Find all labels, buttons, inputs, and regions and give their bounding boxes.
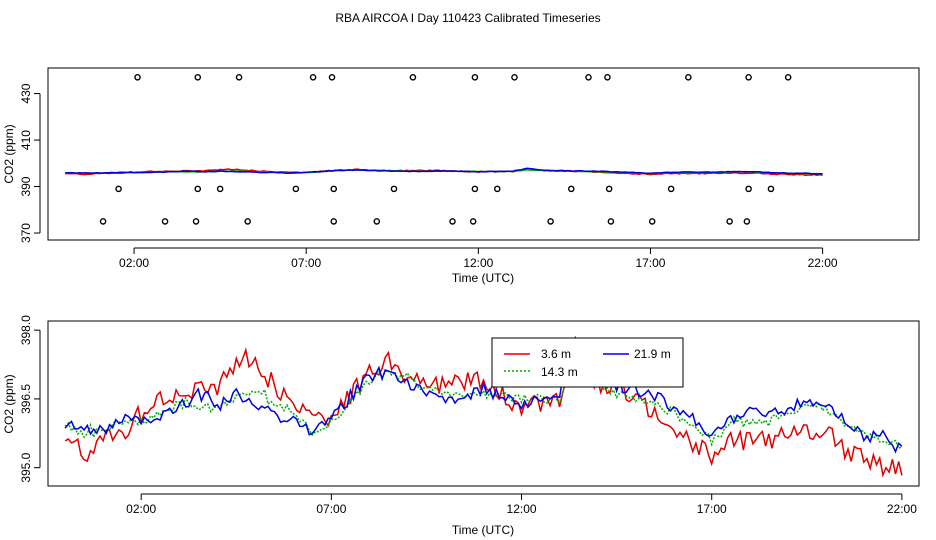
outlier-point — [134, 73, 141, 81]
top-panel: 02:00 07:00 12:00 17:00 22:00 370 390 410 430 T… — [2, 67, 920, 285]
legend: 3.6 m 14.3 m 21.9 m — [491, 337, 684, 388]
outlier-point — [471, 185, 479, 193]
legend-box — [491, 337, 684, 388]
bottom-x-axis-label: Time (UTC) — [452, 523, 514, 537]
outlier-point — [567, 185, 575, 193]
top-series-line-21.9m — [65, 167, 823, 175]
outlier-point — [607, 218, 615, 225]
top-y-axis-label: CO2 (ppm) — [2, 124, 16, 183]
outlier-point — [309, 73, 317, 81]
outlier-point — [244, 218, 251, 225]
outlier-point — [390, 185, 398, 193]
top-x-tick-label: 02:00 — [119, 256, 149, 270]
outlier-point — [547, 218, 554, 225]
top-x-axis: 02:00 07:00 12:00 17:00 22:00 — [119, 247, 838, 270]
outlier-point — [194, 73, 202, 81]
top-y-tick-label: 410 — [19, 130, 33, 150]
outlier-point — [605, 185, 613, 193]
bottom-x-tick-label: 12:00 — [507, 502, 537, 516]
outlier-point — [99, 218, 107, 225]
top-y-tick-label: 430 — [19, 83, 33, 103]
outlier-point — [409, 73, 417, 81]
bottom-x-tick-label: 07:00 — [316, 502, 346, 516]
outlier-point — [330, 218, 338, 225]
outlier-point — [685, 73, 692, 81]
outlier-point — [330, 185, 338, 193]
top-plot-frame — [47, 67, 920, 241]
outlier-point — [328, 73, 336, 81]
outlier-point — [235, 73, 243, 81]
series-line-21.9m — [64, 335, 903, 454]
bottom-y-axis-label: CO2 (ppm) — [2, 374, 16, 433]
series-line-3.6m — [64, 347, 903, 478]
outlier-point — [767, 185, 775, 193]
top-x-tick-label: 22:00 — [808, 256, 838, 270]
top-y-tick-label: 390 — [19, 176, 33, 196]
top-y-axis: 370 390 410 430 — [19, 83, 41, 243]
outlier-point — [784, 73, 792, 81]
outlier-point — [194, 185, 202, 193]
bottom-plot-frame — [47, 320, 920, 487]
top-x-axis-label: Time (UTC) — [452, 271, 514, 285]
legend-label-3.6m: 3.6 m — [541, 347, 571, 361]
bottom-x-axis: 02:00 07:00 12:00 17:00 22:00 — [126, 493, 917, 516]
outlier-point — [216, 185, 224, 193]
top-x-tick-label: 17:00 — [635, 256, 665, 270]
top-x-tick-label: 07:00 — [291, 256, 321, 270]
bottom-x-tick-label: 02:00 — [126, 502, 156, 516]
outlier-point — [115, 185, 122, 193]
legend-label-14.3m: 14.3 m — [541, 365, 578, 379]
outlier-point — [449, 218, 456, 225]
top-y-tick-label: 370 — [19, 223, 33, 243]
outlier-point — [192, 218, 200, 225]
outlier-point — [471, 73, 479, 81]
outlier-point — [667, 185, 675, 193]
outlier-point — [648, 218, 656, 225]
outlier-point — [373, 218, 381, 225]
outlier-point — [604, 73, 611, 81]
bottom-panel: 02:00 07:00 12:00 17:00 22:00 395.0 396.5 398.… — [2, 315, 920, 537]
outlier-point — [292, 185, 300, 193]
outlier-point — [469, 218, 477, 225]
bottom-x-tick-label: 17:00 — [697, 502, 727, 516]
bottom-y-tick-label: 396.5 — [19, 384, 33, 414]
bottom-data-marks — [64, 335, 903, 478]
outlier-point — [161, 218, 169, 225]
bottom-y-axis: 395.0 396.5 398.0 — [19, 315, 41, 483]
legend-label-21.9m: 21.9 m — [634, 347, 671, 361]
top-x-tick-label: 12:00 — [463, 256, 493, 270]
outlier-point — [745, 185, 752, 193]
outlier-point — [511, 73, 518, 81]
outlier-point — [745, 73, 752, 81]
outlier-point — [493, 185, 501, 193]
outlier-point — [726, 218, 733, 225]
outlier-point — [743, 218, 751, 225]
figure-title: RBA AIRCOA I Day 110423 Calibrated Times… — [335, 11, 600, 25]
top-data-marks — [65, 73, 823, 225]
bottom-y-tick-label: 395.0 — [19, 452, 33, 482]
outlier-point — [585, 73, 592, 81]
series-line-14.3m — [64, 365, 903, 450]
bottom-x-tick-label: 22:00 — [887, 502, 917, 516]
bottom-y-tick-label: 398.0 — [19, 315, 33, 345]
